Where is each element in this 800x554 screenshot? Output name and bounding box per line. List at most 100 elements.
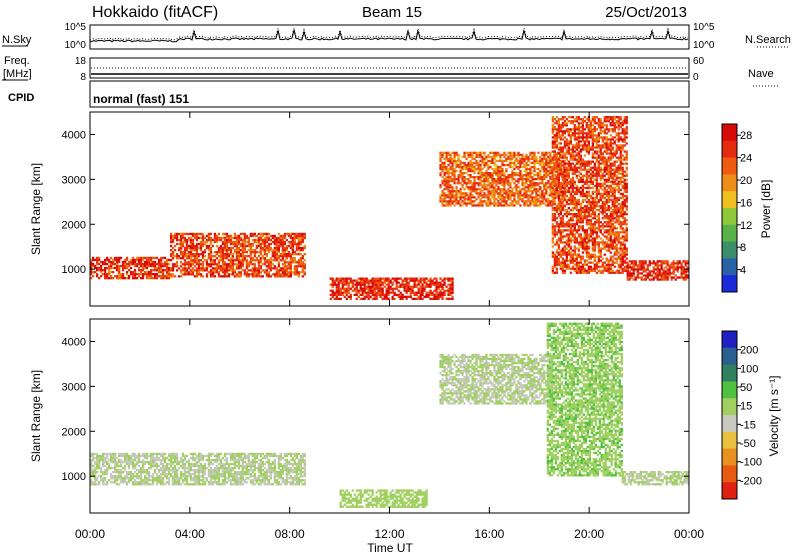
heatmap-cell (545, 186, 548, 189)
heatmap-cell (523, 163, 526, 167)
heatmap-cell (419, 281, 422, 284)
heatmap-cell (585, 211, 588, 214)
heatmap-cell (575, 255, 578, 258)
heatmap-cell (361, 283, 364, 286)
heatmap-cell (441, 192, 444, 195)
heatmap-cell (619, 138, 622, 141)
heatmap-cell (615, 217, 618, 220)
heatmap-cell (521, 194, 524, 197)
heatmap-cell (409, 295, 412, 298)
heatmap-cell (381, 283, 384, 286)
heatmap-cell (593, 227, 596, 230)
heatmap-cell (587, 198, 590, 202)
heatmap-cell (151, 269, 155, 272)
heatmap-cell (181, 269, 185, 272)
heatmap-cell (179, 236, 183, 240)
heatmap-cell (533, 184, 536, 187)
heatmap-cell (569, 178, 572, 181)
heatmap-cell (359, 293, 362, 296)
heatmap-cell (511, 190, 514, 193)
heatmap-cell (231, 242, 235, 246)
heatmap-cell (613, 196, 616, 200)
heatmap-cell (567, 213, 570, 216)
heatmap-cell (223, 232, 227, 236)
heatmap-cell (265, 238, 268, 242)
heatmap-cell (419, 289, 422, 292)
heatmap-cell (177, 255, 181, 258)
heatmap-cell (557, 118, 560, 121)
heatmap-cell (611, 217, 614, 220)
heatmap-cell (461, 192, 464, 195)
heatmap-cell (509, 157, 512, 161)
heatmap-cell (563, 265, 566, 268)
heatmap-cell (359, 289, 362, 292)
heatmap-cell (607, 207, 610, 210)
heatmap-cell (615, 184, 618, 188)
heatmap-cell (303, 271, 306, 274)
nsky-tick-top: 10^5 (65, 22, 87, 33)
heatmap-cell (118, 273, 121, 276)
heatmap-cell (597, 219, 600, 222)
heatmap-cell (507, 188, 510, 191)
heatmap-cell (601, 227, 604, 230)
heatmap-cell (593, 231, 596, 234)
heatmap-cell (615, 245, 618, 248)
heatmap-cell (359, 277, 362, 280)
heatmap-cell (557, 132, 560, 135)
heatmap-cell (619, 209, 622, 212)
heatmap-cell (571, 172, 574, 175)
heatmap-cell (253, 251, 256, 254)
heatmap-cell (347, 281, 350, 284)
heatmap-cell (603, 146, 606, 149)
heatmap-cell (539, 163, 542, 167)
heatmap-cell (589, 166, 592, 169)
heatmap-cell (209, 236, 213, 240)
heatmap-cell (287, 244, 290, 248)
heatmap-cell (569, 194, 572, 198)
heatmap-cell (559, 190, 562, 194)
heatmap-cell (615, 174, 618, 177)
heatmap-cell (601, 158, 604, 161)
heatmap-cell (523, 159, 526, 163)
heatmap-cell (561, 178, 564, 181)
heatmap-cell (197, 259, 201, 262)
heatmap-cell (521, 165, 524, 169)
heatmap-cell (337, 283, 340, 286)
heatmap-cell (289, 275, 292, 278)
heatmap-cell (541, 182, 544, 185)
heatmap-cell (125, 264, 129, 268)
heatmap-cell (517, 172, 520, 175)
heatmap-cell (541, 202, 544, 205)
heatmap-cell (253, 232, 256, 236)
heatmap-cell (613, 150, 616, 153)
heatmap-cell (597, 168, 600, 171)
heatmap-cell (539, 161, 542, 165)
heatmap-cell (241, 242, 244, 246)
heatmap-cell (345, 291, 348, 294)
heatmap-cell (281, 242, 284, 246)
heatmap-cell (505, 180, 508, 183)
heatmap-cell (479, 172, 482, 175)
heatmap-cell (603, 118, 606, 121)
heatmap-cell (571, 152, 574, 155)
heatmap-cell (451, 174, 454, 177)
heatmap-cell (559, 126, 562, 129)
heatmap-cell (583, 192, 586, 196)
heatmap-cell (151, 264, 155, 268)
heatmap-cell (385, 293, 388, 296)
heatmap-cell (503, 190, 506, 193)
heatmap-cell (345, 279, 348, 282)
heatmap-cell (453, 198, 456, 201)
heatmap-cell (551, 146, 554, 149)
heatmap-cell (297, 232, 300, 236)
heatmap-cell (461, 155, 464, 159)
heatmap-cell (419, 293, 422, 296)
heatmap-cell (543, 186, 546, 189)
heatmap-cell (139, 277, 143, 280)
heatmap-cell (561, 223, 564, 226)
heatmap-cell (577, 128, 580, 131)
heatmap-cell (299, 257, 302, 260)
heatmap-cell (405, 283, 408, 286)
heatmap-cell (621, 217, 624, 220)
heatmap-cell (365, 287, 368, 290)
